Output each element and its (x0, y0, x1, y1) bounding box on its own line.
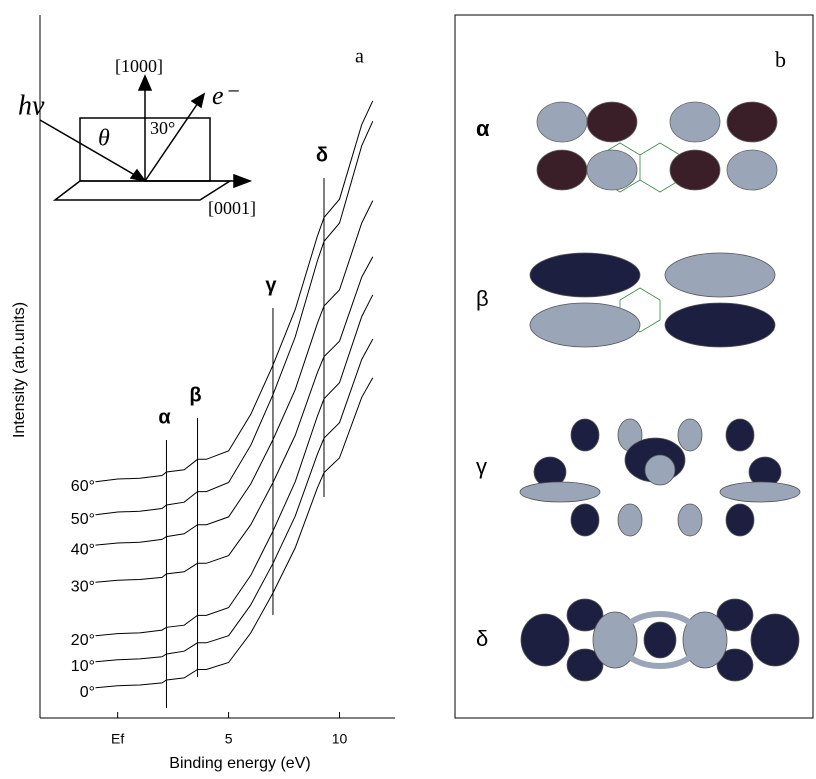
y-axis-label: Intensity (arb.units) (11, 302, 28, 438)
x-tick-label: Ef (111, 731, 124, 747)
series-label: 0° (80, 684, 95, 701)
inset-surface: [0001] (208, 198, 256, 218)
spectrum-line (96, 339, 373, 662)
inset-photon: hν (18, 90, 45, 121)
x-tick-label: 10 (332, 731, 348, 747)
orbital-beta (530, 253, 775, 347)
series-label: 50° (71, 511, 95, 528)
peak-label: γ (265, 274, 277, 296)
orbital-delta (521, 599, 799, 681)
inset-normal: [1000] (115, 56, 163, 76)
series-label: 40° (71, 541, 95, 558)
peak-label: β (189, 384, 201, 406)
orbital-label: β (476, 286, 489, 311)
peak-label: α (158, 406, 171, 428)
peak-label: δ (316, 144, 328, 166)
series-label: 20° (71, 632, 95, 649)
orbital-label: δ (476, 626, 488, 651)
series-label: 30° (71, 579, 95, 596)
spectrum-line (96, 201, 373, 545)
spectrum-line (96, 257, 373, 583)
orbital-alpha (537, 102, 777, 192)
spectrum-line (96, 378, 373, 688)
x-axis-label: Binding energy (eV) (169, 755, 310, 772)
spectrum-line (96, 101, 373, 482)
panel-label: a (355, 46, 364, 68)
series-label: 60° (71, 478, 95, 495)
orbital-label: γ (476, 454, 487, 479)
inset-angle: θ (98, 126, 110, 152)
inset-electron: e⁻ (212, 81, 240, 110)
orbital-label: α (476, 116, 490, 141)
orbital-gamma (520, 419, 800, 536)
series-label: 10° (71, 658, 95, 675)
figure: Intensity (arb.units) Binding energy (eV… (0, 0, 816, 774)
inset-emission-angle: 30° (150, 118, 175, 138)
panel-b-label: b (775, 47, 786, 72)
x-tick-label: 5 (225, 731, 233, 747)
